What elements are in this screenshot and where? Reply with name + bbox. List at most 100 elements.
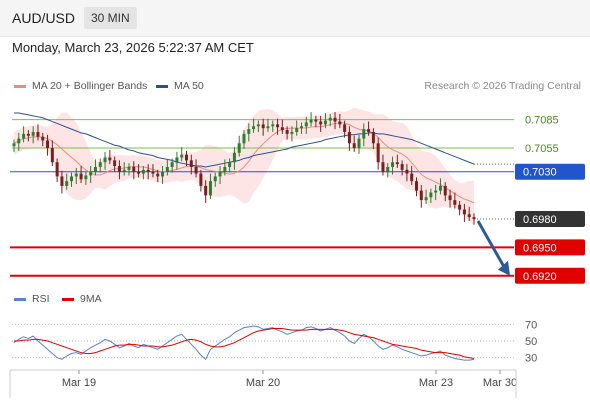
candle-body (103, 157, 107, 163)
resistance-label: 0.7055 (525, 143, 559, 155)
x-axis-label: Mar 20 (246, 377, 280, 389)
timeframe-badge[interactable]: 30 MIN (84, 7, 137, 29)
rsi-swatch (14, 297, 26, 301)
legend-rsi: RSI (14, 293, 50, 305)
last-price-tag (515, 211, 585, 228)
legend-9ma: 9MA (62, 293, 102, 305)
candle-body (55, 162, 59, 177)
datetime-label: Monday, March 23, 2026 5:22:37 AM CET (12, 40, 254, 55)
candle-body (309, 119, 313, 123)
candle-body (50, 148, 54, 163)
candle-body (170, 162, 174, 167)
candle-body (17, 138, 21, 144)
candle-body (347, 131, 351, 144)
candle-body (362, 129, 366, 139)
candle-body (89, 171, 93, 176)
candle-body (65, 181, 69, 186)
candle-body (391, 162, 395, 167)
candle-body (304, 122, 308, 127)
candle-body (79, 173, 83, 180)
candle-body (285, 130, 289, 134)
candle-body (156, 173, 160, 177)
candle-body (223, 166, 227, 172)
support-label: 0.6950 (523, 242, 557, 254)
ma50-swatch (156, 84, 168, 88)
x-axis-label: Mar 30 (483, 377, 517, 389)
candle-body (271, 124, 275, 127)
candle-body (165, 166, 169, 172)
candle-body (381, 162, 385, 172)
candle-body (328, 117, 332, 121)
rsi-line (13, 325, 475, 361)
candle-body (400, 164, 404, 170)
candle-body (22, 133, 26, 139)
candle-body (151, 171, 155, 174)
candle-body (31, 131, 35, 136)
candle-body (161, 171, 165, 177)
support-tag (515, 267, 585, 284)
candle-body (261, 124, 265, 129)
support-label: 0.6920 (523, 271, 557, 283)
candles (12, 112, 476, 225)
candle-body (228, 162, 232, 167)
candle-body (300, 126, 303, 129)
candle-body (443, 185, 447, 196)
candle-body (127, 166, 131, 170)
ma20-swatch (14, 84, 26, 88)
candle-body (438, 185, 442, 191)
resistance-label: 0.7085 (525, 115, 559, 127)
candle-body (122, 169, 126, 172)
candle-body (453, 200, 457, 205)
ma50-line (14, 112, 475, 168)
candle-body (472, 217, 476, 220)
candle-body (189, 160, 193, 167)
candle-body (410, 173, 414, 182)
candle-body (357, 138, 361, 149)
candle-body (237, 143, 241, 153)
candle-body (252, 126, 256, 130)
candle-body (343, 124, 347, 132)
legend-ma20: MA 20 + Bollinger Bands (14, 80, 147, 92)
candle-body (295, 128, 299, 132)
candle-body (46, 140, 50, 149)
candle-body (314, 119, 318, 122)
candle-body (41, 136, 45, 141)
x-axis-label: Mar 19 (62, 377, 96, 389)
candle-body (199, 173, 203, 186)
candle-body (319, 121, 323, 125)
candle-body (232, 152, 236, 163)
rsi-ma9-line (14, 328, 475, 359)
candle-body (338, 121, 342, 125)
rsi-tick-label: 50 (525, 336, 537, 348)
candle-body (36, 131, 40, 137)
candle-body (213, 176, 217, 182)
candle-body (108, 157, 112, 161)
credit-label: Research © 2026 Trading Central (424, 80, 581, 92)
candle-body (405, 169, 409, 174)
candle-body (247, 129, 251, 134)
chart-header: AUD/USD 30 MIN (0, 0, 590, 37)
candle-body (208, 181, 212, 196)
candle-body (218, 171, 222, 177)
candle-body (462, 209, 466, 215)
candle-body (395, 162, 399, 165)
candle-body (12, 143, 16, 147)
candle-body (333, 117, 337, 122)
forecast-arrow (476, 220, 506, 268)
last-price-label: 0.6980 (523, 214, 557, 226)
candle-body (204, 185, 208, 196)
candle-body (26, 133, 30, 136)
candle-body (242, 133, 246, 144)
candle-body (175, 157, 179, 163)
candle-body (146, 169, 150, 172)
candle-body (415, 181, 418, 191)
candle-body (137, 171, 141, 174)
candle-body (256, 124, 260, 127)
symbol-label: AUD/USD (12, 10, 76, 26)
legend-ma50: MA 50 (156, 80, 204, 92)
candle-body (84, 175, 88, 180)
support-tag (515, 239, 585, 256)
candle-body (352, 143, 356, 149)
candle-body (93, 166, 97, 172)
